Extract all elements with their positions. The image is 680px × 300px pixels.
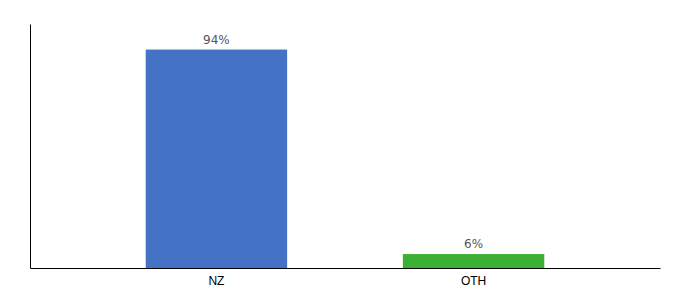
x-tick-label: OTH <box>461 274 486 288</box>
x-axis-line <box>31 268 661 269</box>
data-labels: 94% 6% <box>203 33 483 251</box>
y-axis <box>30 25 31 269</box>
x-axis: NZ OTH <box>31 269 661 289</box>
chart: NZ OTH 94% 6% <box>0 0 680 300</box>
data-label: 94% <box>203 33 230 47</box>
x-tick: NZ <box>208 274 224 288</box>
bar <box>403 254 544 268</box>
x-tick: OTH <box>461 274 486 288</box>
x-tick-label: NZ <box>208 274 224 288</box>
bars <box>146 50 545 268</box>
data-label: 6% <box>464 237 483 251</box>
y-axis-line <box>30 25 31 269</box>
bar <box>146 50 287 268</box>
plot: NZ OTH 94% 6% <box>31 25 661 289</box>
